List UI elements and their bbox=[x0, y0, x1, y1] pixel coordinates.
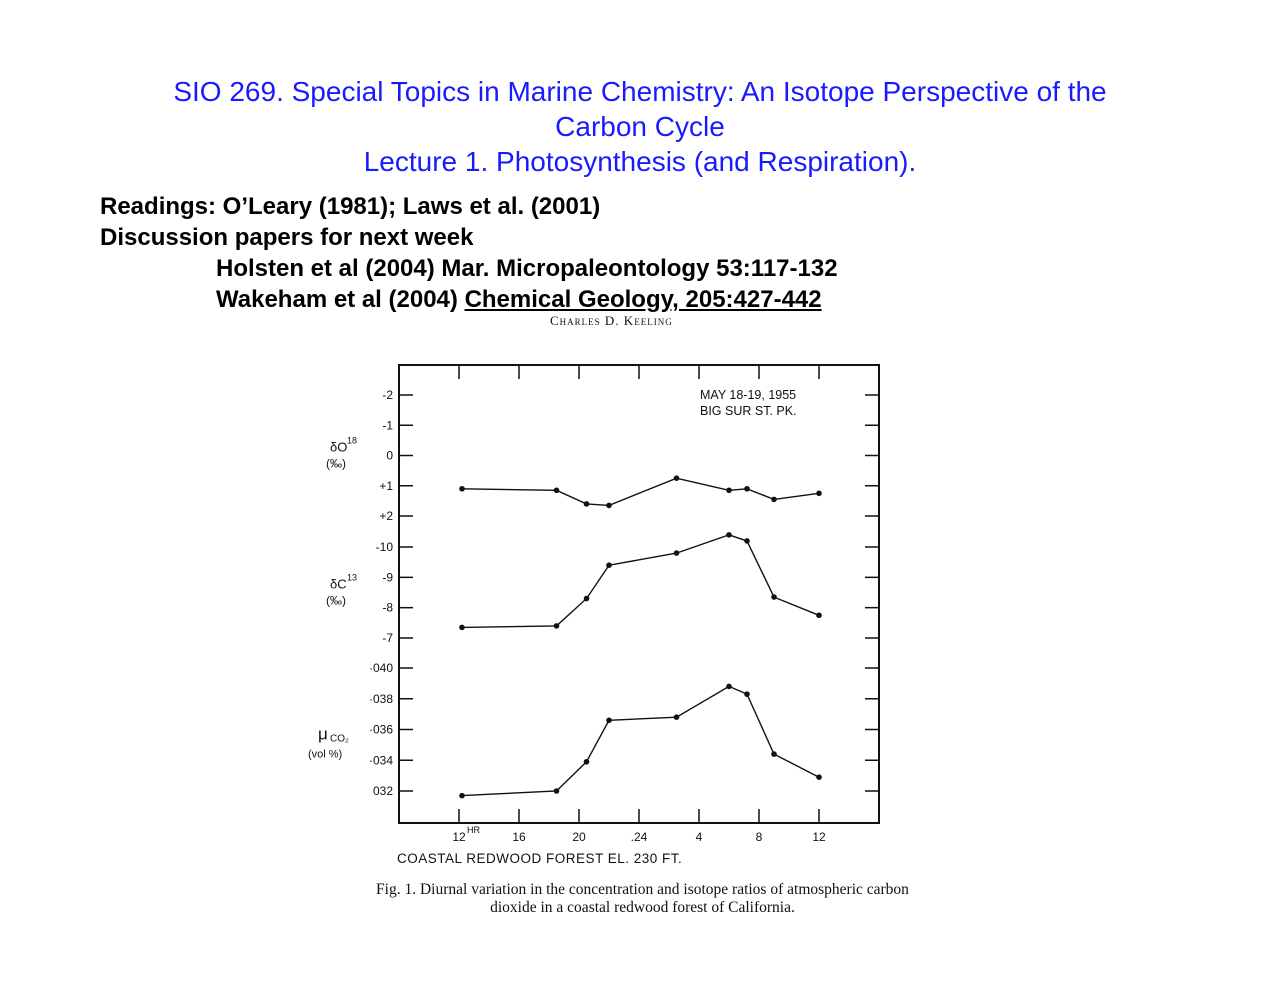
wakeham-reference: Wakeham et al (2004) Chemical Geology, 2… bbox=[100, 284, 838, 315]
data-point bbox=[606, 717, 612, 724]
y-tick-label: -1 bbox=[382, 418, 393, 432]
data-point bbox=[606, 562, 612, 568]
title-line-1: SIO 269. Special Topics in Marine Chemis… bbox=[173, 76, 1107, 107]
y-tick-label: -7 bbox=[382, 631, 393, 645]
panel-label: δC bbox=[330, 577, 347, 592]
data-point bbox=[583, 501, 590, 507]
panel-label-superscript: 18 bbox=[347, 436, 357, 446]
data-point bbox=[673, 475, 680, 481]
data-point bbox=[816, 774, 822, 780]
data-point bbox=[744, 691, 750, 697]
y-tick-label: -9 bbox=[382, 570, 393, 584]
data-point bbox=[771, 496, 777, 503]
data-point bbox=[673, 714, 680, 720]
data-point bbox=[771, 751, 777, 757]
series-line bbox=[461, 534, 820, 629]
data-point bbox=[459, 485, 465, 492]
discussion-line: Discussion papers for next week bbox=[100, 224, 474, 251]
data-point bbox=[816, 490, 822, 497]
data-point bbox=[553, 788, 560, 794]
x-tick-label: 12 bbox=[812, 830, 826, 844]
x-axis-label: COASTAL REDWOOD FOREST EL. 230 FT. bbox=[397, 851, 682, 866]
title-line-3: Lecture 1. Photosynthesis (and Respirati… bbox=[363, 146, 917, 177]
panel-label-unit: (‰) bbox=[326, 594, 346, 608]
y-tick-label: ·038 bbox=[369, 692, 393, 706]
data-point bbox=[583, 758, 590, 765]
series-line bbox=[461, 477, 820, 507]
annotation-location: BIG SUR ST. PK. bbox=[700, 404, 797, 418]
panel-label-unit: (vol %) bbox=[308, 749, 342, 761]
plot-frame bbox=[398, 364, 880, 824]
y-tick-label: 032 bbox=[373, 784, 393, 798]
readings-block: Readings: O’Leary (1981); Laws et al. (2… bbox=[100, 191, 838, 315]
panel-label: μ bbox=[318, 725, 328, 744]
caption-line-2: dioxide in a coastal redwood forest of C… bbox=[490, 899, 795, 916]
title-block: SIO 269. Special Topics in Marine Chemis… bbox=[0, 74, 1280, 179]
caption-line-1: Fig. 1. Diurnal variation in the concent… bbox=[376, 881, 909, 898]
data-point bbox=[726, 532, 732, 538]
data-point bbox=[583, 595, 590, 602]
series-line bbox=[461, 685, 820, 797]
panel-label-subscript: CO₂ bbox=[330, 734, 349, 745]
data-point bbox=[606, 502, 612, 509]
data-point bbox=[459, 624, 465, 631]
data-point bbox=[771, 594, 777, 600]
data-point bbox=[744, 538, 750, 544]
y-tick-label: +1 bbox=[379, 479, 393, 493]
y-tick-label: -8 bbox=[382, 601, 393, 615]
figure-author: Charles D. Keeling bbox=[550, 313, 673, 328]
data-point bbox=[726, 683, 732, 690]
data-point bbox=[553, 623, 560, 629]
y-tick-label: -10 bbox=[376, 540, 394, 554]
chemical-geology-link[interactable]: Chemical Geology, 205:427-442 bbox=[464, 286, 822, 313]
title-line-2: Carbon Cycle bbox=[555, 111, 725, 142]
holsten-reference: Holsten et al (2004) Mar. Micropaleontol… bbox=[216, 255, 838, 282]
panel-label: δO bbox=[330, 440, 347, 455]
y-tick-label: +2 bbox=[379, 509, 393, 523]
y-tick-label: ·034 bbox=[369, 753, 393, 767]
x-tick-label: 12 bbox=[452, 830, 466, 844]
data-point bbox=[553, 487, 560, 494]
annotation-date: MAY 18-19, 1955 bbox=[700, 388, 796, 402]
panel-label-superscript: 13 bbox=[347, 573, 357, 583]
x-tick-label: 16 bbox=[512, 830, 526, 844]
y-tick-label: ·036 bbox=[369, 723, 393, 737]
data-point bbox=[459, 792, 465, 799]
x-tick-label: .24 bbox=[631, 830, 648, 844]
x-tick-label: 4 bbox=[696, 830, 703, 844]
x-tick-label: 20 bbox=[572, 830, 586, 844]
x-tick-label: 8 bbox=[756, 830, 763, 844]
wakeham-prefix: Wakeham et al (2004) bbox=[216, 286, 465, 313]
x-unit-label: HR bbox=[467, 825, 480, 835]
y-tick-label: 0 bbox=[386, 449, 393, 463]
y-tick-label: ·040 bbox=[369, 661, 393, 675]
panel-label-unit: (‰) bbox=[326, 457, 346, 471]
data-point bbox=[744, 485, 750, 492]
data-point bbox=[816, 612, 822, 619]
figure-caption: Fig. 1. Diurnal variation in the concent… bbox=[280, 881, 1005, 917]
readings-line: Readings: O’Leary (1981); Laws et al. (2… bbox=[100, 193, 601, 220]
data-point bbox=[673, 550, 680, 556]
y-tick-label: -2 bbox=[382, 388, 393, 402]
data-point bbox=[726, 487, 732, 494]
